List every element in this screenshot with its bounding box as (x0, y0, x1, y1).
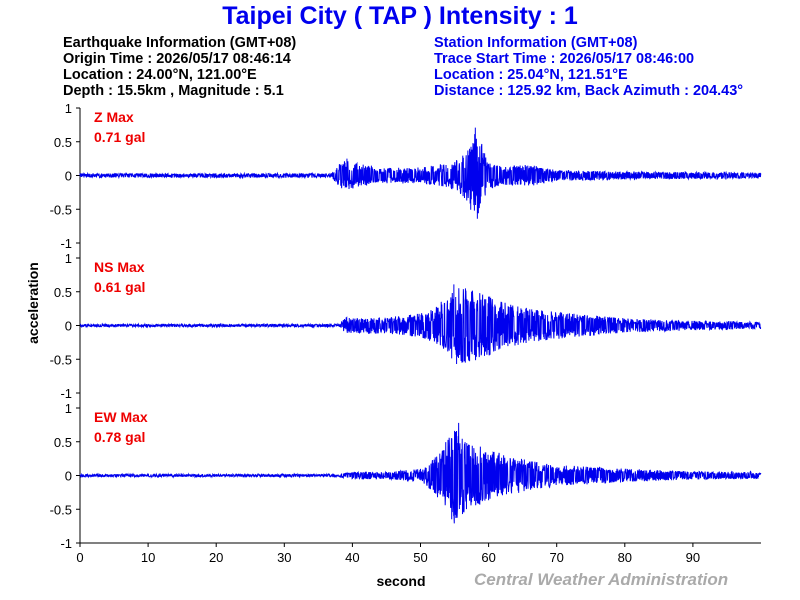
y-tick-label: -1 (60, 236, 72, 251)
earthquake-info-heading: Earthquake Information (GMT+08) (63, 35, 297, 51)
y-tick-label: 1 (65, 251, 72, 266)
y-tick-label: 1 (65, 401, 72, 416)
x-tick-label: 50 (413, 550, 427, 565)
y-tick-label: -1 (60, 386, 72, 401)
y-tick-label: -0.5 (50, 352, 72, 367)
epicenter-location: Location : 24.00°N, 121.00°E (63, 67, 257, 83)
trace-start-time: Trace Start Time : 2026/05/17 08:46:00 (434, 51, 695, 67)
depth-magnitude: Depth : 15.5km , Magnitude : 5.1 (63, 83, 284, 99)
y-tick-label: 0.5 (54, 435, 72, 450)
x-axis-label: second (376, 573, 425, 589)
waveform-ns (79, 284, 762, 364)
channel-label-ew: EW Max (94, 409, 148, 425)
x-tick-label: 40 (345, 550, 359, 565)
station-info: Station Information (GMT+08) Trace Start… (434, 35, 743, 99)
chart-title: Taipei City ( TAP ) Intensity : 1 (222, 2, 578, 30)
station-info-heading: Station Information (GMT+08) (434, 35, 638, 51)
waveform-ew (79, 422, 762, 524)
channel-max-ns: 0.61 gal (94, 279, 145, 295)
channel-max-ew: 0.78 gal (94, 429, 145, 445)
x-tick-label: 60 (481, 550, 495, 565)
earthquake-info: Earthquake Information (GMT+08) Origin T… (63, 35, 296, 99)
x-tick-label: 90 (686, 550, 700, 565)
y-tick-label: 0 (65, 169, 72, 184)
x-tick-label: 30 (277, 550, 291, 565)
y-tick-label: 1 (65, 101, 72, 116)
origin-time: Origin Time : 2026/05/17 08:46:14 (63, 51, 291, 67)
waveform-z (79, 127, 762, 219)
y-tick-label: -0.5 (50, 502, 72, 517)
y-tick-label: -1 (60, 536, 72, 551)
channel-label-ns: NS Max (94, 259, 145, 275)
y-tick-label: 0.5 (54, 135, 72, 150)
x-tick-label: 70 (549, 550, 563, 565)
y-tick-label: 0 (65, 319, 72, 334)
y-axis-label: acceleration (25, 262, 41, 344)
y-tick-label: 0 (65, 469, 72, 484)
y-tick-label: -0.5 (50, 202, 72, 217)
x-tick-label: 80 (618, 550, 632, 565)
station-location: Location : 25.04°N, 121.51°E (434, 67, 628, 83)
channel-label-z: Z Max (94, 109, 134, 125)
channel-max-z: 0.71 gal (94, 129, 145, 145)
credit-text: Central Weather Administration (474, 570, 729, 589)
x-tick-label: 10 (141, 550, 155, 565)
x-tick-label: 20 (209, 550, 223, 565)
y-tick-label: 0.5 (54, 285, 72, 300)
station-distance: Distance : 125.92 km, Back Azimuth : 204… (434, 83, 744, 99)
x-tick-label: 0 (76, 550, 83, 565)
